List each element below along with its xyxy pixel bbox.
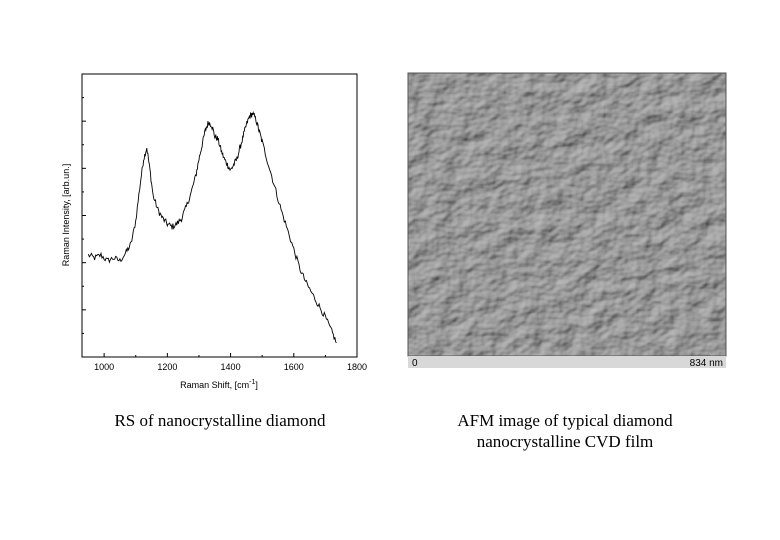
x-tick-label: 1800 — [347, 362, 367, 372]
x-axis-label-end: ] — [255, 380, 258, 390]
afm-texture — [408, 73, 726, 356]
afm-scale-end: 834 nm — [690, 358, 723, 369]
y-ticks — [82, 73, 86, 358]
x-ticks: 1000 1200 1400 1600 1800 — [94, 353, 367, 372]
x-axis-label-sup: -1 — [249, 379, 255, 386]
caption-raman: RS of nanocrystalline diamond — [114, 411, 326, 430]
x-axis-title: Raman Shift, [cm-1] — [180, 379, 258, 390]
raman-chart-svg: 1000 1200 1400 1600 1800 Raman Shift, [cm-1]… — [61, 73, 367, 390]
x-tick-label: 1200 — [157, 362, 177, 372]
x-tick-label: 1400 — [221, 362, 241, 372]
afm-image-panel: 0 834 nm — [405, 70, 730, 375]
afm-scale-start: 0 — [412, 358, 418, 369]
caption-afm: AFM image of typical diamond nanocrystal… — [457, 411, 673, 451]
spectrum-line — [87, 110, 337, 344]
y-axis-title: Raman Intensity, [arb.un.] — [61, 164, 71, 266]
afm-image: 0 834 nm — [407, 72, 727, 369]
raman-spectrum-chart: 1000 1200 1400 1600 1800 Raman Shift, [cm-1]… — [40, 60, 380, 400]
x-axis-label: Raman Shift, [cm — [180, 380, 249, 390]
afm-scale-bar — [408, 356, 726, 368]
plot-frame — [81, 73, 358, 358]
x-tick-label: 1000 — [94, 362, 114, 372]
x-tick-label: 1600 — [284, 362, 304, 372]
